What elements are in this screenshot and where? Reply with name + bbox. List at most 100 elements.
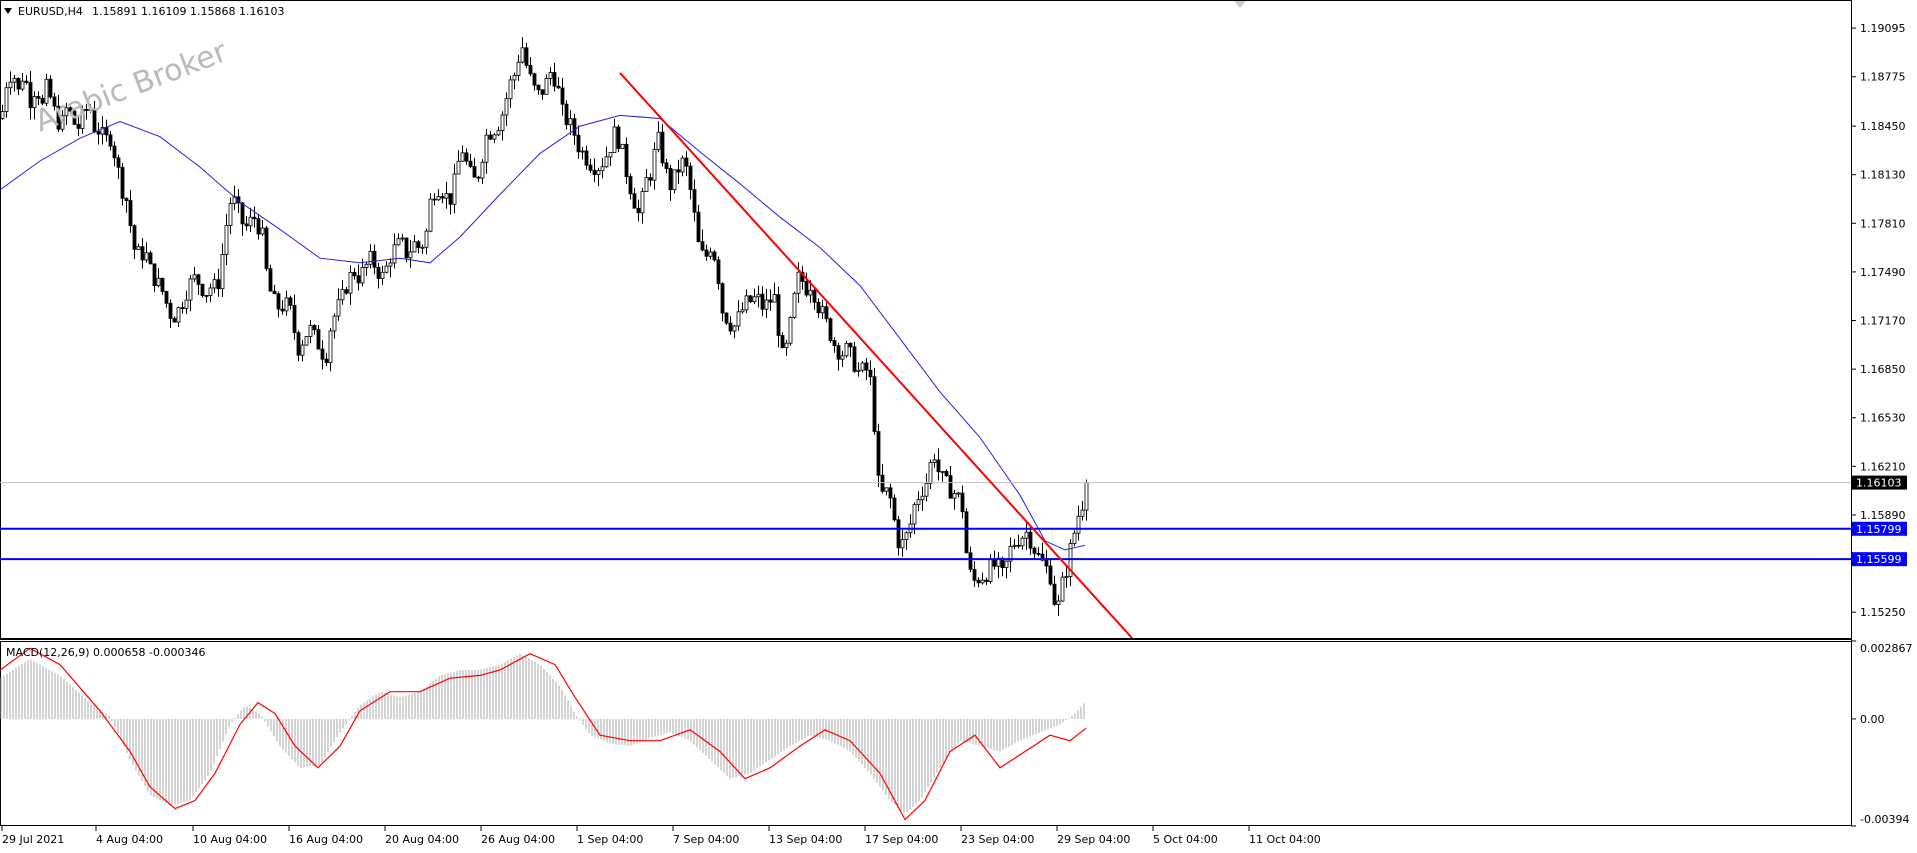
candle-body — [420, 246, 425, 249]
candle-body — [44, 78, 49, 104]
candle-body — [1052, 583, 1057, 605]
candle-body — [272, 290, 277, 295]
candle-body — [52, 96, 57, 107]
candle-body — [656, 131, 661, 150]
candle-body — [728, 322, 733, 332]
candle-body — [252, 216, 257, 220]
candle-body — [912, 504, 917, 525]
candle-body — [704, 249, 709, 257]
candle-body — [404, 237, 409, 259]
watermark: Arabic Broker — [30, 34, 232, 139]
candle-body — [636, 207, 641, 214]
price-tick-label: 1.18775 — [1860, 71, 1906, 84]
candle-body — [464, 152, 469, 162]
candle-body — [276, 293, 281, 310]
candle-body — [1028, 531, 1033, 549]
candle-body — [484, 134, 489, 163]
candle-body — [424, 230, 429, 248]
candle-body — [1044, 559, 1049, 567]
candle-body — [1036, 553, 1041, 555]
candle-body — [1076, 515, 1081, 534]
candle-body — [36, 96, 41, 99]
candle-body — [592, 169, 597, 176]
candle-body — [60, 115, 65, 130]
trendline-line[interactable] — [619, 72, 1133, 639]
candle-body — [448, 193, 453, 205]
candle-body — [584, 150, 589, 166]
candle-body — [180, 307, 185, 310]
candle-body — [976, 579, 981, 584]
price-tick-label: 1.19095 — [1860, 22, 1906, 35]
candle-body — [856, 369, 861, 372]
candle-body — [776, 294, 781, 336]
candle-body — [500, 114, 505, 132]
candle-body — [564, 103, 569, 126]
macd-indicator — [0, 647, 1087, 821]
candle-body — [848, 342, 853, 348]
candle-body — [184, 299, 189, 309]
price-tick-label: 1.15250 — [1860, 606, 1906, 619]
candle-body — [192, 274, 197, 280]
ohlc-values: 1.15891 1.16109 1.15868 1.16103 — [92, 5, 284, 18]
candle-body — [688, 165, 693, 190]
candle-body — [84, 109, 89, 111]
candle-body — [400, 237, 405, 240]
candle-body — [304, 336, 309, 346]
candle-body — [760, 293, 765, 310]
candle-body — [836, 345, 841, 360]
candle-body — [28, 82, 33, 109]
price-tag-label: 1.15599 — [1856, 553, 1902, 566]
candle-body — [132, 225, 137, 250]
trendline[interactable] — [619, 72, 1133, 639]
candle-body — [548, 72, 553, 79]
candle-body — [640, 191, 645, 214]
candle-body — [212, 279, 217, 289]
candle-body — [740, 309, 745, 313]
candle-body — [148, 252, 153, 265]
candle-body — [764, 299, 769, 310]
candle-body — [1032, 547, 1037, 554]
candle-body — [384, 265, 389, 273]
candle-body — [576, 134, 581, 153]
time-tick-label: 7 Sep 04:00 — [673, 833, 739, 846]
candle-body — [816, 301, 821, 314]
horizontal-levels[interactable] — [0, 482, 1851, 561]
candle-body — [984, 579, 989, 582]
candle-body — [176, 307, 181, 323]
price-tick-label: 1.16850 — [1860, 363, 1906, 376]
candle-body — [692, 189, 697, 213]
candle-body — [712, 251, 717, 261]
candle-body — [524, 47, 529, 66]
candle-body — [516, 61, 521, 76]
candle-body — [772, 294, 777, 303]
candle-body — [556, 85, 561, 89]
candle-body — [868, 369, 873, 378]
candle-body — [408, 251, 413, 259]
candle-body — [904, 532, 909, 540]
candle-body — [1020, 537, 1025, 547]
candle-body — [852, 346, 857, 372]
candle-body — [452, 173, 457, 205]
symbol-dropdown-icon[interactable] — [4, 8, 12, 14]
candle-body — [928, 462, 933, 484]
candle-body — [696, 211, 701, 243]
candle-body — [796, 271, 801, 294]
candle-body — [340, 289, 345, 301]
candle-body — [144, 252, 149, 261]
candle-body — [700, 241, 705, 251]
candle-body — [356, 275, 361, 284]
candle-body — [916, 499, 921, 506]
candle-body — [792, 292, 797, 318]
candle-body — [504, 98, 509, 116]
candle-body — [188, 278, 193, 301]
candle-body — [580, 150, 585, 153]
price-axis: 1.19095 1.18775 1.18450 1.18130 1.17810 1.174… — [1851, 22, 1906, 619]
one-click-trading-icon[interactable] — [1234, 1, 1246, 8]
candle-body — [620, 143, 625, 149]
candle-body — [320, 348, 325, 360]
candle-body — [116, 157, 121, 168]
candle-body — [520, 47, 525, 63]
candle-body — [1060, 576, 1065, 602]
candle-body — [756, 293, 761, 298]
